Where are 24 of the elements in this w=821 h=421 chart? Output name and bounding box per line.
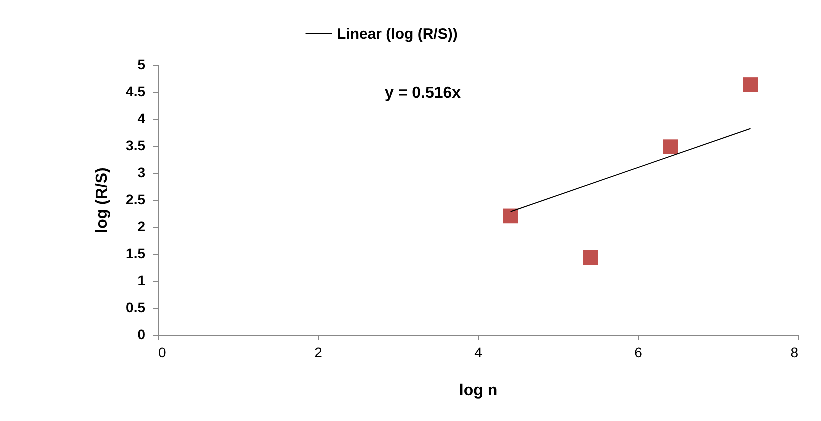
annotation: y = 0.516x [385,85,462,102]
y-tick-label: 1 [138,272,146,288]
y-tick-label: 3.5 [126,138,146,154]
x-tick-label: 6 [634,344,643,360]
y-tick-label: 3 [138,164,146,180]
y-tick-label: 4 [138,110,146,126]
x-tick-label: 2 [314,344,323,360]
x-axis-title: log n [459,382,498,400]
y-tick-label: 0 [138,326,146,342]
point [503,208,518,224]
point [663,140,678,154]
y-tick-label: 4.5 [126,84,146,100]
y-tick-label: 2 [138,218,146,234]
y-tick-label: 0.5 [126,300,146,316]
x-tick-label: 0 [158,344,166,360]
x-tick-label: 4 [474,344,483,360]
y-tick-label: 1.5 [126,246,146,262]
point [743,78,758,92]
point [583,250,598,266]
y-tick-label: 5 [138,56,146,72]
legend-label: Linear (log (R/S)) [337,26,458,43]
x-tick-label: 8 [790,344,799,360]
y-tick-label: 2.5 [126,192,146,208]
y-axis-title: log (R/S) [94,168,112,234]
